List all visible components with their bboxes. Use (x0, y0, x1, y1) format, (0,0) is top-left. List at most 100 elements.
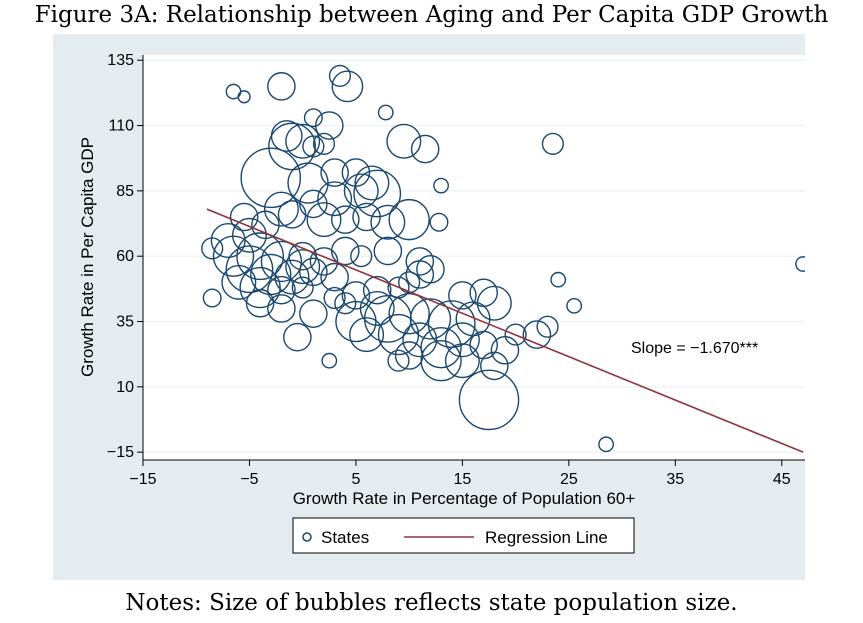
state-bubble (274, 259, 310, 295)
state-bubble (536, 315, 559, 338)
state-bubble (328, 64, 352, 88)
figure-title: Figure 3A: Relationship between Aging an… (34, 2, 829, 28)
figure-notes: Notes: Size of bubbles reflects state po… (125, 590, 738, 616)
x-tick-label: 15 (453, 471, 471, 488)
state-bubble (330, 236, 360, 266)
state-bubble (476, 285, 512, 321)
state-bubble (312, 132, 336, 155)
legend: States Regression Line (292, 517, 635, 554)
legend-states-marker (302, 532, 312, 542)
state-bubble (320, 262, 349, 292)
state-bubble (202, 288, 222, 308)
state-bubble (388, 292, 430, 335)
state-bubble (566, 297, 583, 314)
state-bubble (550, 271, 567, 288)
state-bubble (229, 202, 259, 232)
state-bubble (362, 275, 392, 305)
state-bubble (221, 264, 257, 300)
chart-svg: −15 10 35 60 85 110 135 −15 −5 5 15 25 35 45 Slope = … (78, 52, 805, 554)
y-tick-label: 110 (108, 118, 134, 135)
y-tick-label: 35 (116, 314, 134, 331)
state-bubble (480, 351, 509, 381)
state-bubble (239, 266, 281, 309)
y-axis-title: Growth Rate in Per Capita GDP (78, 137, 97, 377)
x-tick-label: 5 (351, 471, 360, 488)
state-bubble (231, 217, 267, 253)
state-bubble (317, 181, 353, 217)
state-bubble (240, 147, 302, 209)
state-bubble (306, 202, 342, 238)
state-bubble (398, 271, 421, 294)
state-bubble (299, 299, 328, 328)
x-tick-label: 45 (773, 471, 791, 488)
state-bubble (225, 245, 274, 294)
chart-area: −15 10 35 60 85 110 135 −15 −5 5 15 25 35 45 Slope = … (53, 34, 805, 580)
slope-annotation: Slope = −1.670*** (631, 340, 758, 357)
state-bubble (237, 90, 251, 104)
state-bubble (405, 247, 435, 276)
state-bubble (288, 241, 317, 271)
y-tick-label: 60 (116, 248, 134, 265)
state-bubble (429, 212, 449, 232)
state-bubble (598, 436, 615, 453)
state-bubble (245, 288, 275, 318)
state-bubble (444, 343, 480, 379)
state-bubble (343, 173, 379, 209)
state-bubble (201, 237, 224, 260)
state-bubble (212, 235, 255, 277)
state-bubble (267, 294, 296, 323)
state-bubble (377, 313, 420, 356)
state-bubble (469, 278, 498, 308)
state-bubble (303, 108, 323, 128)
state-bubble (433, 177, 449, 194)
state-bubble (285, 123, 321, 159)
state-bubble (377, 104, 394, 121)
x-axis-title: Growth Rate in Percentage of Population … (293, 489, 636, 508)
legend-states-label: States (321, 528, 369, 547)
y-tick-label: −15 (107, 444, 134, 461)
state-bubble (541, 132, 564, 155)
state-bubble (352, 202, 381, 232)
state-bubble (291, 276, 314, 299)
state-bubble (458, 369, 520, 431)
state-bubble (277, 200, 307, 229)
state-bubble (394, 341, 424, 370)
state-bubble (268, 122, 316, 171)
state-bubble (267, 275, 296, 305)
state-bubble (321, 352, 338, 369)
state-bubble (285, 249, 321, 285)
y-tick-label: 85 (116, 183, 134, 200)
state-bubble (359, 290, 395, 326)
legend-box (292, 517, 635, 554)
regression-line (206, 208, 804, 453)
state-bubble (331, 70, 364, 103)
x-tick-label: −15 (129, 471, 156, 488)
state-bubble (302, 135, 325, 158)
state-bubble (370, 204, 406, 240)
state-bubble (402, 322, 438, 358)
state-bubble (263, 191, 299, 227)
x-tick-label: 25 (560, 471, 578, 488)
state-bubble (323, 286, 346, 310)
state-bubble (349, 317, 385, 353)
state-bubble (444, 322, 480, 358)
x-tick-label: −5 (240, 471, 258, 488)
y-tick-label: 135 (107, 52, 134, 69)
state-bubble (330, 205, 360, 234)
state-bubble (267, 72, 296, 101)
state-bubble (386, 123, 422, 159)
state-bubble (354, 165, 390, 201)
state-bubble (260, 240, 303, 283)
state-bubble (416, 254, 445, 284)
state-bubble (504, 323, 527, 346)
y-tick-label: 10 (116, 379, 134, 396)
state-bubble (283, 322, 312, 352)
state-bubble (387, 349, 410, 372)
bubbles-layer (201, 64, 805, 453)
state-bubble (410, 134, 440, 164)
state-bubble (315, 111, 344, 140)
state-bubble (350, 245, 373, 268)
x-tick-label: 35 (666, 471, 684, 488)
axes-layer: −15 10 35 60 85 110 135 −15 −5 5 15 25 35 45 (107, 52, 805, 488)
plot-background (143, 55, 805, 460)
